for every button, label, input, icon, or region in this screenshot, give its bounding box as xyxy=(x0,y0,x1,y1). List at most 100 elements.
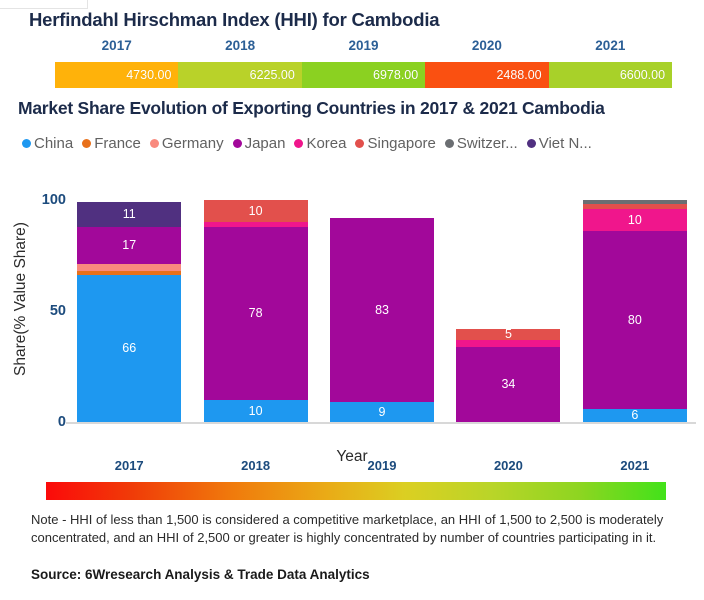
bar-segment-singapore[interactable]: 5 xyxy=(456,328,561,340)
bar-group-2020: 34 5 2020 xyxy=(445,200,571,473)
corner-artifact xyxy=(0,0,88,9)
chart-plot-area: Share(% Value Share) 100 50 0 66 17 11 2017 10… xyxy=(0,170,704,473)
bar-segment-china[interactable]: 6 xyxy=(582,408,687,422)
legend-dot-icon xyxy=(149,138,159,148)
legend-item-label: Germany xyxy=(161,134,224,152)
bar-segment-value: 80 xyxy=(627,312,642,327)
hhi-value-label: 6225.00 xyxy=(249,68,295,82)
hhi-year-header: 2017 2018 2019 2020 2021 xyxy=(55,38,672,57)
legend-dot-icon xyxy=(232,138,242,148)
bar-segment-singapore[interactable]: 10 xyxy=(203,200,308,223)
hhi-cell-2019: 6978.00 xyxy=(301,62,426,88)
hhi-year-2021: 2021 xyxy=(595,38,626,53)
bar-segment-value: 6 xyxy=(631,408,639,422)
legend-item-germany[interactable]: Germany xyxy=(149,134,224,152)
legend-dot-icon xyxy=(355,138,365,148)
hhi-year-2020: 2020 xyxy=(471,38,502,53)
bar-segment-value: 10 xyxy=(248,403,263,418)
hhi-title: Herfindahl Hirschman Index (HHI) for Cam… xyxy=(29,9,440,30)
bar-segment-singapore[interactable] xyxy=(582,204,687,209)
bar-segment-value: 34 xyxy=(501,377,516,392)
bar-segment-value: 10 xyxy=(248,203,263,218)
bar-group-2021: 6 80 10 2021 xyxy=(572,200,698,473)
bar-segment-china[interactable]: 66 xyxy=(77,275,182,422)
chart-title: Market Share Evolution of Exporting Coun… xyxy=(18,98,605,118)
bar-stack[interactable]: 10 78 10 xyxy=(203,200,308,422)
chart-legend: China France Germany Japan Korea Singapore Swi… xyxy=(22,132,694,154)
footer-note: Note - HHI of less than 1,500 is conside… xyxy=(31,512,664,546)
bar-segment-korea[interactable] xyxy=(203,222,308,227)
x-tick-2020: 2020 xyxy=(493,458,523,473)
bar-segment-value: 9 xyxy=(378,404,386,419)
bar-stack[interactable]: 9 83 xyxy=(330,217,435,422)
hhi-cell-2020: 2488.00 xyxy=(425,62,549,88)
bar-segment-japan[interactable]: 34 xyxy=(456,346,561,422)
bar-group-2018: 10 78 10 2018 xyxy=(192,200,318,473)
bar-segment-value: 17 xyxy=(122,238,137,253)
bar-group-2019: 9 83 2019 xyxy=(319,200,445,473)
y-tick-100: 100 xyxy=(41,192,66,208)
legend-dot-icon xyxy=(82,138,92,148)
y-tick-50: 50 xyxy=(49,303,66,319)
hhi-value-label: 2488.00 xyxy=(496,68,542,82)
bar-stack[interactable]: 34 5 xyxy=(456,328,561,422)
legend-item-label: Singapore xyxy=(367,134,436,152)
legend-item-label: France xyxy=(94,134,141,152)
hhi-year-2019: 2019 xyxy=(348,38,379,53)
bar-segment-value: 5 xyxy=(504,328,512,340)
legend-item-label: Viet N... xyxy=(538,134,592,152)
bar-segment-value: 78 xyxy=(248,305,263,320)
hhi-cell-2018: 6225.00 xyxy=(178,62,302,88)
legend-dot-icon xyxy=(526,138,536,148)
bar-segment-france[interactable] xyxy=(77,271,182,276)
x-tick-2019: 2019 xyxy=(367,458,397,473)
legend-item-vietn[interactable]: Viet N... xyxy=(526,134,592,152)
x-tick-2018: 2018 xyxy=(241,458,271,473)
legend-item-label: Japan xyxy=(244,134,286,152)
bar-group-2017: 66 17 11 2017 xyxy=(66,200,192,473)
legend-item-france[interactable]: France xyxy=(82,135,141,152)
bar-segment-value: 11 xyxy=(122,207,136,222)
stacked-bars: 66 17 11 2017 10 78 10 2018 9 83 2019 34 5 2020 6 80 10 2… xyxy=(66,200,698,473)
y-axis-ticks: 100 50 0 xyxy=(18,170,66,460)
footer-source: Source: 6Wresearch Analysis & Trade Data… xyxy=(31,567,370,582)
legend-item-singapore[interactable]: Singapore xyxy=(355,134,436,152)
hhi-value-label: 4730.00 xyxy=(126,68,172,82)
bar-segment-korea[interactable] xyxy=(456,339,561,347)
legend-dot-icon xyxy=(294,138,304,148)
bar-segment-china[interactable]: 9 xyxy=(330,402,435,422)
bar-segment-japan[interactable]: 83 xyxy=(330,217,435,403)
bar-stack[interactable]: 6 80 10 xyxy=(582,200,687,422)
legend-item-china[interactable]: China xyxy=(22,135,73,152)
hhi-year-2017: 2017 xyxy=(101,38,132,53)
concentration-gradient-bar xyxy=(46,482,666,500)
hhi-value-label: 6978.00 xyxy=(373,68,419,82)
legend-dot-icon xyxy=(444,138,454,148)
x-axis-line xyxy=(66,422,696,424)
legend-item-label: Switzer... xyxy=(456,134,518,152)
legend-item-label: Korea xyxy=(306,134,347,152)
legend-item-korea[interactable]: Korea xyxy=(294,135,346,152)
bar-segment-korea[interactable]: 10 xyxy=(582,208,687,232)
legend-item-label: China xyxy=(34,134,74,152)
x-tick-2017: 2017 xyxy=(114,458,144,473)
hhi-cell-2017: 4730.00 xyxy=(55,62,179,88)
bar-segment-value: 10 xyxy=(627,212,642,227)
bar-segment-china[interactable]: 10 xyxy=(203,399,308,422)
bar-segment-value: 66 xyxy=(122,341,137,356)
hhi-value-bar: 4730.00 6225.00 6978.00 2488.00 6600.00 xyxy=(55,62,673,88)
bar-segment-germany[interactable] xyxy=(77,264,182,272)
bar-segment-japan[interactable]: 78 xyxy=(203,226,308,400)
legend-item-switzer[interactable]: Switzer... xyxy=(444,134,518,152)
bar-segment-value: 83 xyxy=(375,302,389,317)
bar-segment-japan[interactable]: 17 xyxy=(77,226,182,265)
hhi-year-2018: 2018 xyxy=(225,38,256,53)
hhi-cell-2021: 6600.00 xyxy=(548,62,673,88)
legend-dot-icon xyxy=(22,138,31,148)
bar-segment-japan[interactable]: 80 xyxy=(582,231,687,409)
bar-segment-vietnam[interactable]: 11 xyxy=(77,202,182,227)
bar-stack[interactable]: 66 17 11 xyxy=(77,202,182,422)
bar-segment-switzerland[interactable] xyxy=(582,200,687,205)
legend-item-japan[interactable]: Japan xyxy=(232,134,286,152)
x-axis-label: Year xyxy=(336,448,368,465)
